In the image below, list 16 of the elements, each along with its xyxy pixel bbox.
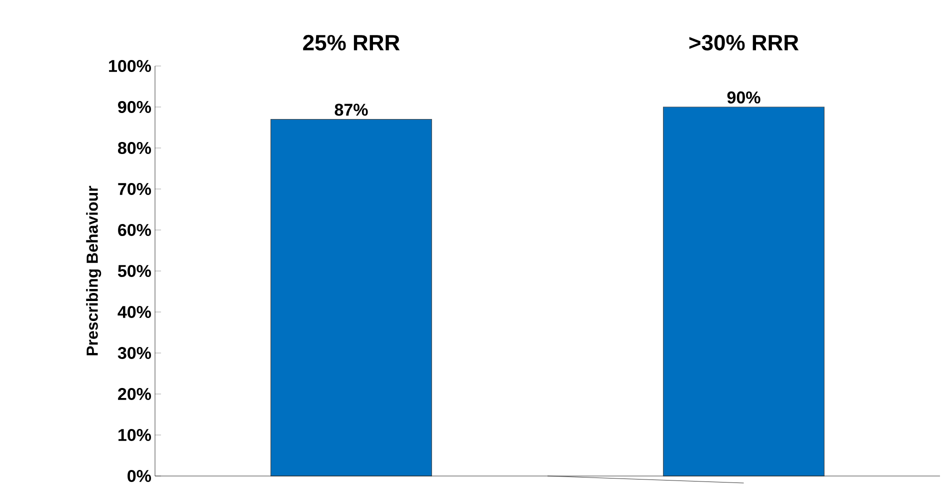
y-tick-label: 40% (118, 306, 152, 318)
y-axis-title: Prescribing Behaviour (86, 186, 102, 356)
y-tick-label: 90% (118, 100, 152, 114)
data-label: 87% (334, 104, 368, 116)
x-tick-label: 25% RRR (303, 34, 400, 50)
y-tick-label: 50% (118, 264, 152, 278)
y-tick-label: 100% (109, 60, 152, 72)
y-tick-label: 80% (118, 142, 152, 154)
y-tick-label: 20% (118, 388, 152, 400)
y-tick-label: 30% (118, 346, 152, 360)
x-tick-label: >30% RRR (689, 34, 799, 50)
y-tick-label: 60% (118, 224, 152, 236)
data-label: 90% (727, 91, 760, 104)
y-tick-label: 0% (128, 470, 152, 482)
y-tick-label: 70% (118, 182, 152, 196)
y-tick-label: 10% (118, 428, 152, 442)
